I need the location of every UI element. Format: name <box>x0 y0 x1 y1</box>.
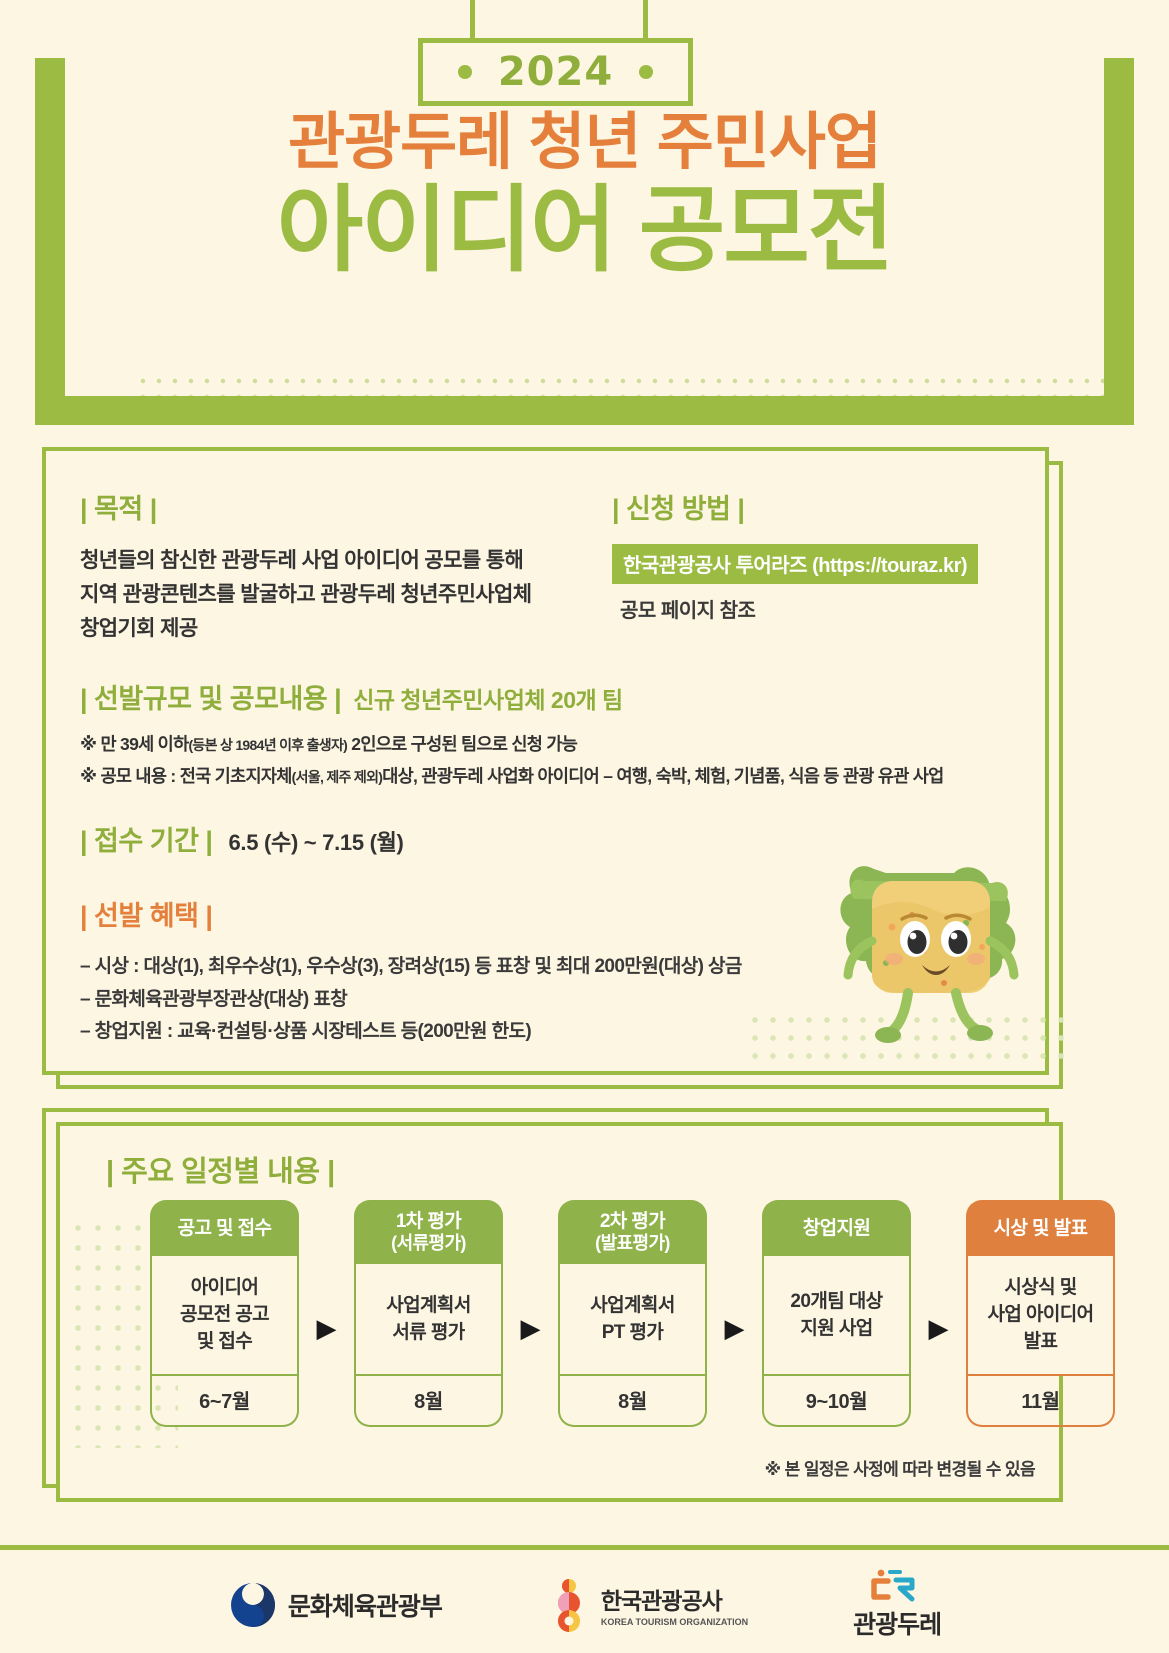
logo-kto-label: 한국관광공사 <box>600 1588 723 1614</box>
hanger-line-right <box>643 0 648 65</box>
schedule-heading: | 주요 일정별 내용 | <box>106 1156 335 1188</box>
footer-logos: 문화체육관광부 한국관광공사 KOREA TOURISM ORGANIZATIO… <box>0 1556 1169 1653</box>
apply-sub-text: 공모 페이지 참조 <box>620 600 756 622</box>
period-value: 6.5 (수) ~ 7.15 (월) <box>228 830 404 855</box>
year-badge: 2024 <box>418 38 693 106</box>
hero-title-line2: 아이디어 공모전 <box>276 177 894 283</box>
year-dot-right <box>639 65 654 79</box>
scale-note-1-post: 2인으로 구성된 팀으로 신청 가능 <box>347 734 578 754</box>
scale-note-2: ※ 공모 내용 : 전국 기초지자체(서울, 제주 제외)대상, 관광두레 사업… <box>80 762 1030 791</box>
logo-mcst: 문화체육관광부 <box>228 1580 443 1630</box>
flow-step-3-head: 2차 평가 (발표평가) <box>558 1200 707 1265</box>
benefit-section: | 선발 혜택 | – 시상 : 대상(1), 최우수상(1), 우수상(3),… <box>80 894 860 1049</box>
hanger-line-left <box>470 0 475 65</box>
purpose-line-1: 청년들의 참신한 관광두레 사업 아이디어 공모를 통해 <box>80 549 524 572</box>
info-panel: | 목적 | 청년들의 참신한 관광두레 사업 아이디어 공모를 통해 지역 관… <box>42 447 1066 1075</box>
mascot-dot-pattern <box>746 1011 1066 1066</box>
flow-step-2-head: 1차 평가 (서류평가) <box>354 1200 503 1265</box>
flow-arrow-1-icon: ▶ <box>316 1313 337 1344</box>
flow-step-3-period: 8월 <box>558 1376 707 1428</box>
logo-mcst-label: 문화체육관광부 <box>287 1592 443 1621</box>
flow-step-1[interactable]: 공고 및 접수 아이디어 공모전 공고 및 접수 6~7월 <box>150 1200 299 1428</box>
scale-heading: | 선발규모 및 공모내용 | <box>80 684 342 714</box>
kto-mark-icon <box>557 1578 580 1632</box>
benefit-item-1: – 시상 : 대상(1), 최우수상(1), 우수상(3), 장려상(15) 등… <box>80 956 742 977</box>
period-section: | 접수 기간 | 6.5 (수) ~ 7.15 (월) <box>80 819 404 858</box>
flow-step-1-period: 6~7월 <box>150 1376 299 1428</box>
flow-step-1-head: 공고 및 접수 <box>150 1200 299 1256</box>
benefit-heading: | 선발 혜택 | <box>80 901 213 931</box>
flow-step-5[interactable]: 시상 및 발표 시상식 및 사업 아이디어 발표 11월 <box>966 1200 1115 1428</box>
flow-step-2-period: 8월 <box>354 1376 503 1428</box>
purpose-line-3: 창업기회 제공 <box>80 617 198 641</box>
logo-durae: 관광두레 <box>853 1569 942 1641</box>
flow-step-3-subtitle: (발표평가) <box>595 1233 670 1254</box>
flow-step-3[interactable]: 2차 평가 (발표평가) 사업계획서 PT 평가 8월 <box>558 1200 707 1428</box>
flow-step-4[interactable]: 창업지원 20개팀 대상 지원 사업 9~10월 <box>762 1200 911 1428</box>
logo-kto-sublabel: KOREA TOURISM ORGANIZATION <box>600 1617 749 1627</box>
flow-step-5-period: 11월 <box>966 1376 1115 1428</box>
flow-step-4-period: 9~10월 <box>762 1376 911 1428</box>
purpose-section: | 목적 | 청년들의 참신한 관광두레 사업 아이디어 공모를 통해 지역 관… <box>80 487 580 646</box>
flow-step-5-body: 시상식 및 사업 아이디어 발표 <box>966 1256 1115 1377</box>
period-heading: | 접수 기간 | <box>80 826 213 856</box>
year-dot-left <box>457 65 472 79</box>
hero-title-line1: 관광두레 청년 주민사업 <box>288 108 882 177</box>
flow-step-3-title: 2차 평가 <box>599 1211 666 1232</box>
hero-base-bar <box>35 396 1134 425</box>
purpose-line-2: 지역 관광콘텐츠를 발굴하고 관광두레 청년주민사업체 <box>80 583 532 607</box>
flow-step-3-body: 사업계획서 PT 평가 <box>558 1264 707 1377</box>
year-label: 2024 <box>497 49 614 95</box>
flow-step-4-title: 창업지원 <box>802 1217 871 1239</box>
logo-durae-label: 관광두레 <box>853 1610 942 1639</box>
schedule-flow: 공고 및 접수 아이디어 공모전 공고 및 접수 6~7월 ▶ 1차 평가 (서… <box>150 1200 1115 1428</box>
flow-step-2-title: 1차 평가 <box>395 1211 462 1232</box>
footer-divider <box>0 1545 1169 1550</box>
schedule-panel: | 주요 일정별 내용 | 공고 및 접수 아이디어 공모전 공고 및 접수 6… <box>56 1122 1115 1502</box>
flow-step-2[interactable]: 1차 평가 (서류평가) 사업계획서 서류 평가 8월 <box>354 1200 503 1428</box>
scale-note-1-small: (등본 상 1984년 이후 출생자) <box>188 737 348 753</box>
hero-frame: 관광두레 청년 주민사업 아이디어 공모전 <box>35 58 1134 425</box>
taegeuk-icon <box>230 1582 275 1627</box>
schedule-disclaimer: ※ 본 일정은 사정에 따라 변경될 수 있음 <box>764 1460 1036 1479</box>
scale-notes: ※ 만 39세 이하(등본 상 1984년 이후 출생자) 2인으로 구성된 팀… <box>80 730 1030 792</box>
purpose-body: 청년들의 참신한 관광두레 사업 아이디어 공모를 통해 지역 관광콘텐츠를 발… <box>80 544 580 646</box>
benefit-item-3: – 창업지원 : 교육·컨설팅·상품 시장테스트 등(200만원 한도) <box>80 1021 532 1043</box>
flow-step-2-subtitle: (서류평가) <box>391 1233 466 1254</box>
durae-mark-icon <box>868 1569 926 1603</box>
flow-step-4-head: 창업지원 <box>762 1200 911 1256</box>
scale-note-2-post: 대상, 관광두레 사업화 아이디어 – 여행, 숙박, 체험, 기념품, 식음 … <box>382 766 944 787</box>
apply-heading: | 신청 방법 | <box>612 494 745 524</box>
flow-step-4-body: 20개팀 대상 지원 사업 <box>762 1256 911 1377</box>
schedule-title-wrap: | 주요 일정별 내용 | <box>106 1148 335 1190</box>
benefit-item-2: – 문화체육관광부장관상(대상) 표창 <box>80 988 348 1010</box>
mascot-character-icon <box>840 866 1019 1043</box>
flow-step-1-title: 공고 및 접수 <box>177 1217 272 1239</box>
scale-value: 신규 청년주민사업체 20개 팀 <box>353 687 623 713</box>
apply-section: | 신청 방법 | 한국관광공사 투어라즈 (https://touraz.kr… <box>612 487 1022 623</box>
benefit-list: – 시상 : 대상(1), 최우수상(1), 우수상(3), 장려상(15) 등… <box>80 951 860 1049</box>
scale-section: | 선발규모 및 공모내용 | 신규 청년주민사업체 20개 팀 ※ 만 39세… <box>80 677 1030 795</box>
flow-arrow-2-icon: ▶ <box>520 1313 541 1344</box>
purpose-heading: | 목적 | <box>80 494 157 524</box>
flow-step-5-title: 시상 및 발표 <box>993 1217 1088 1239</box>
flow-arrow-3-icon: ▶ <box>724 1313 745 1344</box>
scale-note-2-small: (서울, 제주 제외) <box>291 769 383 786</box>
scale-note-1-pre: ※ 만 39세 이하 <box>80 734 189 754</box>
flow-step-1-body: 아이디어 공모전 공고 및 접수 <box>150 1256 299 1377</box>
flow-arrow-4-icon: ▶ <box>928 1313 949 1344</box>
hero-banner: 관광두레 청년 주민사업 아이디어 공모전 2024 <box>0 0 1169 430</box>
logo-kto: 한국관광공사 KOREA TOURISM ORGANIZATION <box>547 1578 748 1632</box>
scale-note-2-pre: ※ 공모 내용 : 전국 기초지자체 <box>80 766 292 787</box>
flow-step-2-body: 사업계획서 서류 평가 <box>354 1264 503 1377</box>
flow-step-5-head: 시상 및 발표 <box>966 1200 1115 1256</box>
scale-note-1: ※ 만 39세 이하(등본 상 1984년 이후 출생자) 2인으로 구성된 팀… <box>80 730 1030 759</box>
apply-url-link[interactable]: 한국관광공사 투어라즈 (https://touraz.kr) <box>612 544 979 584</box>
